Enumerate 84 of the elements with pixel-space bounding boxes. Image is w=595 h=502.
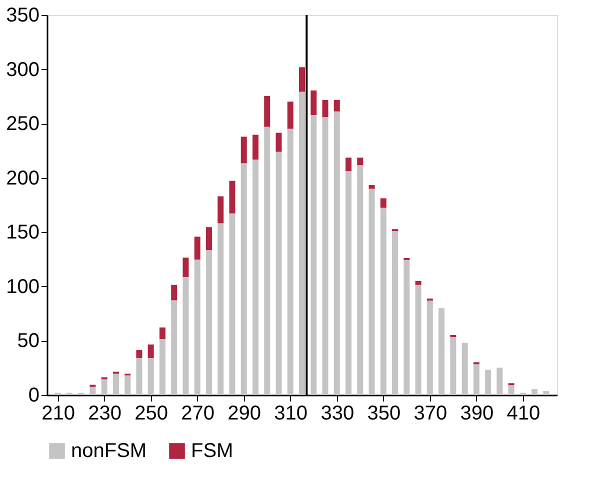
x-tick-label: 270 (181, 402, 215, 424)
y-tick-label: 0 (28, 384, 40, 406)
bar (415, 284, 422, 395)
bar (90, 386, 96, 395)
bar (229, 180, 236, 214)
bar (334, 100, 340, 112)
x-tick-label: 370 (414, 402, 448, 424)
bar (415, 280, 422, 285)
bar (310, 114, 317, 395)
bar (357, 158, 364, 166)
bar (287, 128, 294, 395)
y-tick-label: 50 (17, 330, 40, 352)
x-tick-label: 210 (42, 402, 75, 424)
bar (101, 379, 108, 395)
bar (334, 111, 340, 395)
y-tick-label: 300 (6, 58, 40, 81)
bar (508, 385, 514, 395)
bar (322, 117, 328, 395)
bar (112, 374, 119, 395)
x-tick-label: 310 (274, 402, 308, 424)
y-tick-label: 350 (6, 4, 40, 26)
bar (252, 134, 258, 160)
bar (532, 389, 538, 395)
bar (346, 171, 352, 395)
bar (148, 344, 154, 358)
y-tick-label: 100 (6, 276, 40, 298)
bar (240, 163, 247, 395)
bar (194, 260, 200, 395)
x-tick-label: 230 (88, 402, 122, 424)
x-tick-label: 290 (228, 402, 262, 424)
bar (310, 90, 317, 115)
bar (485, 370, 492, 395)
bar (240, 136, 247, 164)
bar (171, 300, 178, 395)
x-tick-label: 410 (506, 402, 540, 424)
bar (322, 100, 328, 118)
bar (299, 92, 305, 395)
bar (346, 158, 352, 172)
bar (206, 227, 212, 250)
bar (496, 368, 503, 395)
bar (124, 375, 131, 395)
bar (299, 67, 305, 92)
legend-label: nonFSM (71, 440, 147, 462)
bar (229, 213, 236, 395)
bar (276, 152, 282, 395)
bar (357, 165, 364, 395)
y-tick-label: 200 (6, 167, 40, 190)
bar (182, 276, 189, 395)
x-tick-label: 350 (367, 402, 401, 424)
bar (182, 258, 189, 277)
bar (380, 198, 386, 208)
bar (450, 334, 456, 338)
bar (450, 337, 456, 395)
bar (426, 300, 433, 395)
y-tick-label: 250 (6, 113, 40, 136)
bar (252, 160, 258, 395)
legend-label: FSM (191, 440, 234, 462)
bar (206, 250, 212, 395)
bar (194, 236, 200, 260)
bar (287, 102, 294, 129)
bar (462, 342, 468, 395)
bar (171, 284, 178, 300)
bar (136, 358, 142, 395)
bar (264, 96, 270, 127)
bar (368, 188, 375, 395)
x-tick-label: 390 (460, 402, 494, 424)
bar (543, 391, 550, 395)
bar (264, 126, 270, 395)
bar (159, 327, 166, 339)
bar (218, 223, 224, 395)
bar (473, 364, 480, 395)
y-tick-label: 150 (6, 222, 40, 244)
bar (438, 308, 445, 395)
bar (368, 184, 375, 189)
bar (136, 350, 142, 358)
x-tick-label: 250 (134, 402, 168, 424)
bar (218, 196, 224, 224)
bar (392, 231, 398, 395)
bar (404, 260, 410, 395)
bar (380, 208, 386, 395)
bar (276, 132, 282, 152)
x-tick-label: 330 (320, 402, 354, 424)
bar (148, 358, 154, 395)
bar (159, 338, 166, 395)
